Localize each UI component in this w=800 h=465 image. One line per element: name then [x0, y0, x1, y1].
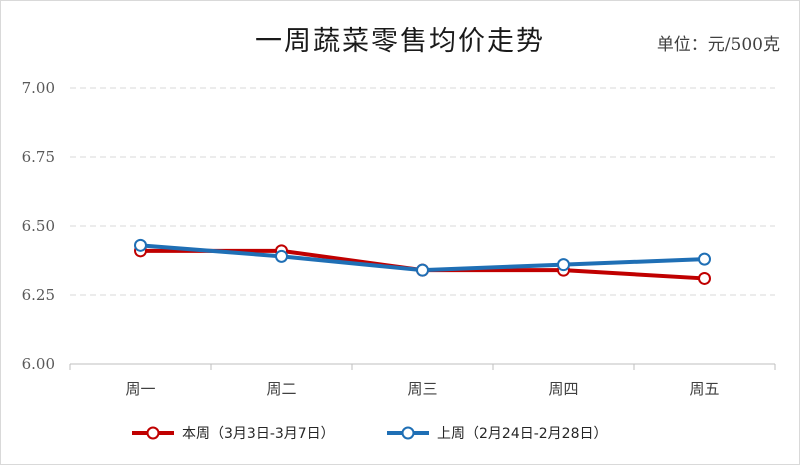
- x-tick-label: 周三: [407, 380, 437, 398]
- unit-label: 单位：元/500克: [657, 35, 780, 55]
- data-point: [698, 271, 711, 285]
- y-tick-label: 7.00: [22, 79, 55, 97]
- data-point: [698, 252, 711, 266]
- y-tick-label: 6.25: [22, 286, 55, 304]
- x-tick-label: 周二: [266, 380, 296, 398]
- legend-item-1: 本周（3月3日-3月7日）: [132, 426, 335, 442]
- data-point: [134, 238, 147, 252]
- x-tick-label: 周四: [548, 380, 578, 398]
- data-point: [416, 263, 429, 277]
- legend-item-2: 上周（2月24日-2月28日）: [387, 426, 608, 442]
- legend-label: 本周（3月3日-3月7日）: [182, 426, 335, 442]
- y-tick-label: 6.75: [22, 148, 55, 166]
- legend-label: 上周（2月24日-2月28日）: [437, 426, 608, 442]
- y-tick-label: 6.50: [22, 217, 55, 235]
- legend-swatch-marker: [401, 426, 415, 440]
- chart-title: 一周蔬菜零售均价走势: [255, 26, 545, 57]
- y-tick-label: 6.00: [22, 355, 55, 373]
- series-2: [134, 238, 711, 277]
- x-tick-label: 周一: [125, 380, 155, 398]
- data-point: [275, 249, 288, 263]
- legend-swatch-marker: [146, 426, 160, 440]
- x-tick-label: 周五: [689, 380, 719, 398]
- data-point: [557, 258, 570, 272]
